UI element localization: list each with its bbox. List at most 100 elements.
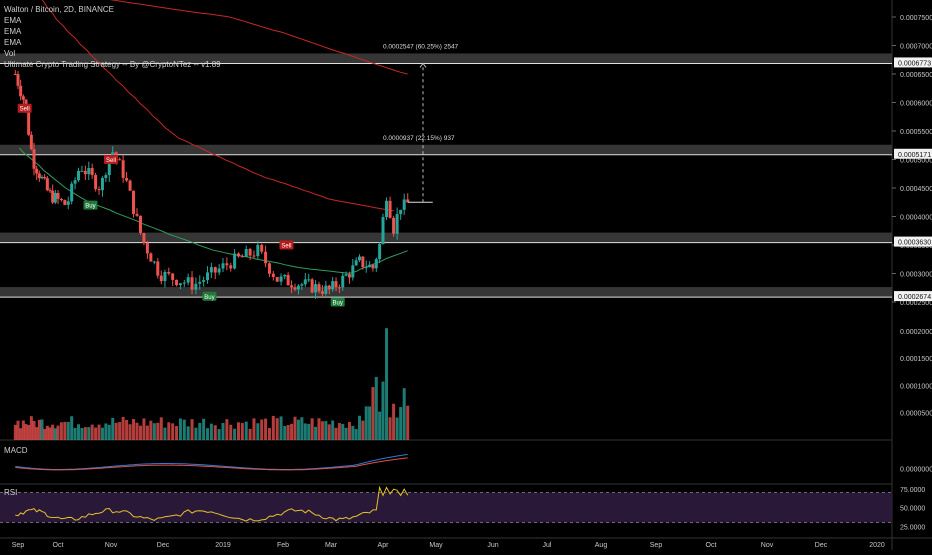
volume-bar — [358, 415, 362, 440]
price-tick-label: 0.0006500 — [900, 72, 932, 79]
volume-bar — [198, 422, 202, 440]
candle-body — [194, 283, 198, 290]
volume-bar — [90, 424, 94, 440]
candle-body — [90, 168, 94, 175]
time-tick-label: Dec — [815, 542, 828, 549]
volume-bar — [128, 424, 132, 440]
price-tick-label: 0.0007000 — [900, 44, 932, 51]
volume-bar — [209, 423, 213, 440]
macd-pane — [15, 453, 408, 471]
candle-body — [51, 190, 55, 203]
level-price-label: 0.0005171 — [898, 152, 931, 159]
candle-body — [271, 273, 275, 278]
candle-body — [63, 200, 67, 205]
level-price-label: 0.0003630 — [898, 240, 931, 247]
buy-signal-badge — [83, 200, 98, 210]
volume-bar — [341, 423, 345, 440]
candle-body — [221, 263, 225, 269]
volume-bar — [271, 415, 275, 440]
volume-bar — [314, 426, 318, 440]
volume-bar — [344, 427, 348, 440]
buy-signal-badge — [202, 291, 217, 301]
candle-body — [16, 74, 20, 86]
candle-body — [300, 284, 304, 286]
symbol-legend[interactable]: Walton / Bitcoin, 2D, BINANCE EMA EMA EM… — [4, 4, 221, 70]
level-band — [0, 53, 892, 64]
volume-bar — [374, 376, 378, 440]
candle-body — [45, 178, 49, 191]
price-tick-label: 0.0004000 — [900, 215, 932, 222]
measure-arrow-head — [419, 62, 427, 68]
candle-body — [186, 277, 190, 283]
volume-bar — [159, 417, 163, 440]
candle-body — [48, 190, 52, 192]
level-price-box — [894, 236, 932, 247]
candle-body — [171, 273, 175, 280]
candle-body — [388, 200, 392, 218]
candle-body — [275, 277, 279, 282]
volume-bar — [300, 417, 304, 440]
rsi-tick-label: 75.0000 — [900, 487, 925, 494]
candle-body — [59, 198, 63, 201]
candle-body — [198, 281, 202, 284]
sell-signal-badge — [17, 103, 32, 113]
price-tick-label: 0.0006000 — [900, 101, 932, 108]
volume-bar — [182, 419, 186, 440]
ema-legend-3[interactable]: EMA — [4, 38, 22, 47]
level-price-label: 0.0006773 — [898, 60, 931, 67]
strategy-legend[interactable]: Ultimate Crypto Trading Strategy -- By @… — [4, 60, 221, 69]
rsi-line — [15, 485, 409, 522]
candle-body — [371, 264, 375, 269]
candle-body — [354, 260, 358, 266]
rsi-tick-label: 50.0000 — [900, 506, 925, 513]
time-tick-label: Apr — [378, 542, 390, 549]
candle-body — [182, 282, 186, 284]
price-tick-label: 0.0003000 — [900, 272, 932, 279]
candle-body — [209, 267, 213, 273]
time-tick-label: 2019 — [215, 542, 231, 549]
candle-body — [293, 287, 297, 290]
ema-legend-1[interactable]: EMA — [4, 16, 22, 25]
volume-bar — [29, 416, 33, 440]
candle-body — [385, 200, 389, 218]
rsi-band — [0, 492, 892, 523]
volume-bar — [221, 422, 225, 440]
signal-label: Buy — [85, 204, 95, 210]
candle-body — [37, 173, 41, 179]
ema-legend-2[interactable]: EMA — [4, 27, 22, 36]
candle-body — [138, 215, 142, 234]
volume-bar — [27, 425, 31, 440]
price-tick-label: 0.0002500 — [900, 300, 932, 307]
candle-body — [152, 261, 156, 263]
time-tick-label: Sep — [650, 542, 663, 549]
volume-bar — [256, 423, 260, 440]
candle-body — [361, 256, 365, 268]
candle-body — [32, 149, 36, 169]
volume-bar — [83, 427, 87, 440]
volume-bar — [111, 417, 115, 440]
volume-bar — [70, 416, 74, 440]
macd-label: MACD — [4, 446, 28, 455]
price-tick-label: 0.0004500 — [900, 186, 932, 193]
candle-body — [21, 96, 25, 100]
sell-signal-badge — [104, 155, 118, 164]
price-tick-label: 0.0007500 — [900, 15, 932, 22]
volume-bar — [21, 420, 25, 440]
volume-bar — [87, 427, 91, 440]
candle-body — [290, 285, 294, 288]
volume-bar — [248, 428, 252, 440]
volume-bar — [19, 428, 23, 440]
vol-legend[interactable]: Vol — [4, 49, 16, 58]
candle-body — [260, 244, 264, 252]
level-band — [0, 144, 892, 155]
candle-body — [406, 199, 410, 203]
volume-bar — [107, 424, 111, 440]
volume-bar — [392, 403, 396, 440]
volume-bar — [32, 420, 36, 440]
volume-bars — [13, 328, 410, 440]
time-tick-label: Feb — [277, 542, 289, 549]
candle-body — [368, 264, 372, 268]
candle-body — [303, 279, 307, 285]
